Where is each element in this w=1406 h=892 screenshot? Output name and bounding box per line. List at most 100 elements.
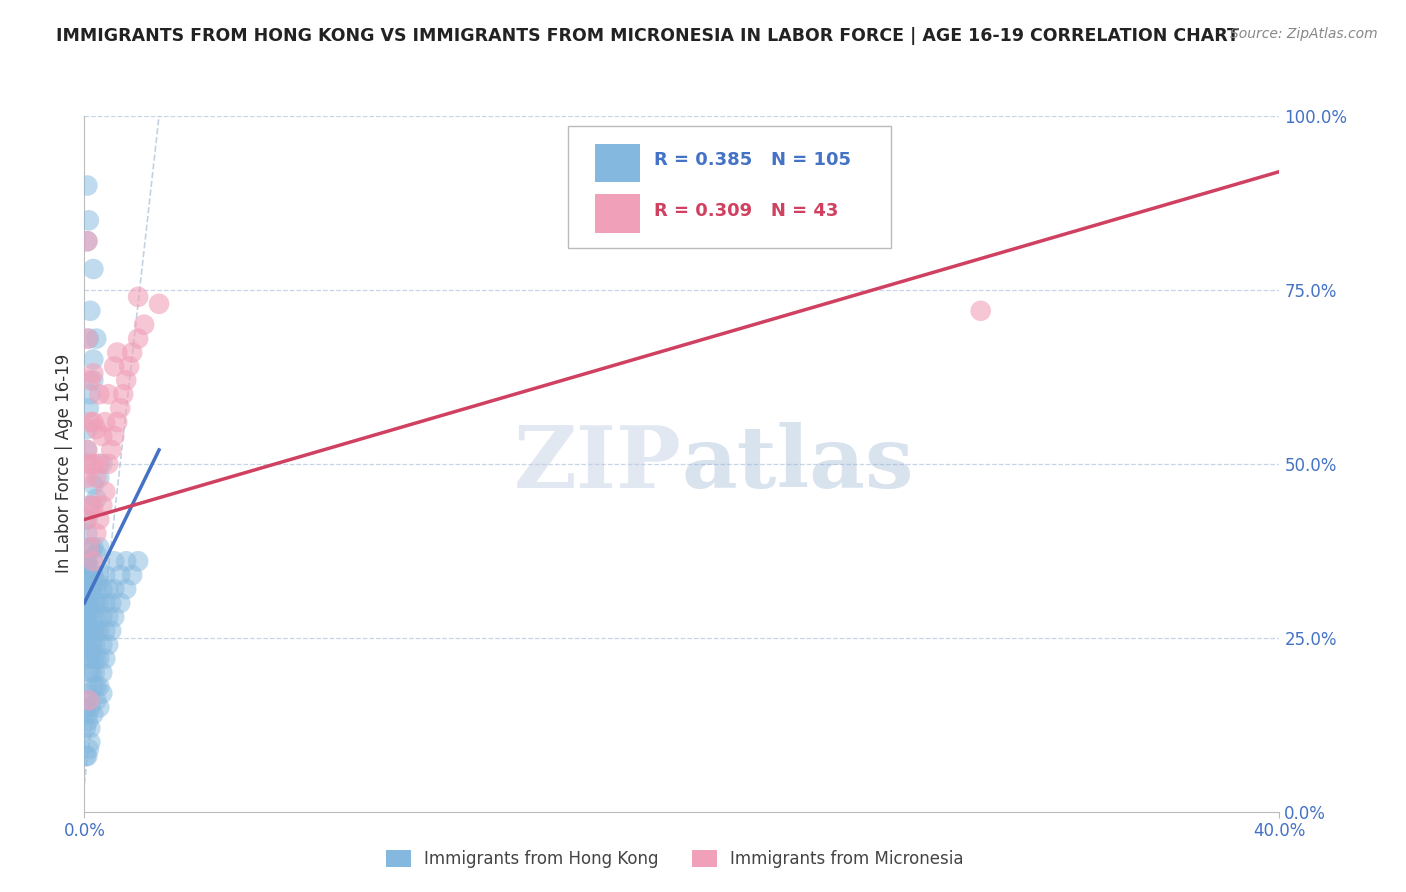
Point (80, 665, 103, 680)
Point (82, 680, 104, 694)
Point (82, 624, 104, 638)
Point (77, 568, 100, 582)
Point (89, 596, 111, 610)
Point (82, 477, 104, 491)
Point (91, 499, 114, 513)
Point (970, 303, 993, 318)
Point (75, 512, 97, 526)
Point (91, 686, 114, 700)
Point (82, 457, 104, 471)
Point (80, 638, 103, 652)
Point (100, 624, 122, 638)
Point (86, 422, 108, 436)
Point (76, 526, 98, 541)
Point (83, 665, 105, 680)
Point (121, 345, 143, 359)
Point (77, 638, 100, 652)
Point (77, 332, 100, 346)
Bar (595, 144, 640, 182)
Point (127, 554, 149, 568)
Point (79, 582, 101, 596)
Point (79, 665, 101, 680)
Point (103, 429, 125, 443)
Point (86, 596, 108, 610)
Point (79, 499, 101, 513)
Point (110, 596, 132, 610)
Point (76, 234, 98, 248)
Point (94, 651, 117, 665)
Point (91, 457, 114, 471)
Point (76, 471, 98, 485)
Point (91, 610, 114, 624)
Point (100, 442, 122, 457)
Point (82, 554, 104, 568)
Legend: Immigrants from Hong Kong, Immigrants from Micronesia: Immigrants from Hong Kong, Immigrants fr… (380, 843, 970, 875)
Text: R = 0.385   N = 105: R = 0.385 N = 105 (654, 152, 852, 169)
Point (97, 387, 120, 401)
Point (118, 359, 141, 374)
Point (103, 610, 125, 624)
Point (77, 213, 100, 227)
Point (76, 442, 98, 457)
Point (103, 554, 125, 568)
Point (86, 693, 108, 707)
Point (82, 373, 104, 387)
Point (76, 422, 98, 436)
Point (75, 749, 97, 764)
Point (86, 332, 108, 346)
Point (75, 596, 97, 610)
Point (86, 471, 108, 485)
Point (77, 596, 100, 610)
Point (77, 541, 100, 555)
Point (86, 547, 108, 561)
Point (80, 610, 103, 624)
Point (82, 262, 104, 277)
Point (77, 568, 100, 582)
Point (76, 554, 98, 568)
Point (79, 603, 101, 617)
Point (91, 582, 114, 596)
Point (82, 415, 104, 429)
Point (103, 582, 125, 596)
Point (110, 401, 132, 416)
Point (86, 624, 108, 638)
Point (97, 457, 120, 471)
Point (83, 638, 105, 652)
Point (77, 616, 100, 631)
Point (105, 415, 128, 429)
Point (77, 401, 100, 416)
Point (103, 359, 125, 374)
Point (76, 749, 98, 764)
Point (82, 541, 104, 555)
Point (89, 512, 111, 526)
Point (79, 645, 101, 659)
Point (132, 318, 156, 332)
Point (89, 624, 111, 638)
Point (79, 721, 101, 735)
Point (76, 693, 98, 707)
Point (75, 610, 97, 624)
Point (94, 415, 117, 429)
Point (86, 526, 108, 541)
Point (110, 568, 132, 582)
Point (86, 575, 108, 590)
Point (76, 575, 98, 590)
Point (79, 457, 101, 471)
Point (79, 387, 101, 401)
Point (76, 631, 98, 645)
Point (76, 575, 98, 590)
Point (76, 554, 98, 568)
Point (76, 624, 98, 638)
Point (97, 610, 120, 624)
Point (79, 415, 101, 429)
Point (89, 541, 111, 555)
Point (76, 686, 98, 700)
Point (76, 707, 98, 722)
Point (79, 700, 101, 714)
Point (89, 471, 111, 485)
Point (115, 554, 138, 568)
Point (89, 680, 111, 694)
Point (76, 596, 98, 610)
Point (77, 624, 100, 638)
Point (76, 178, 98, 193)
